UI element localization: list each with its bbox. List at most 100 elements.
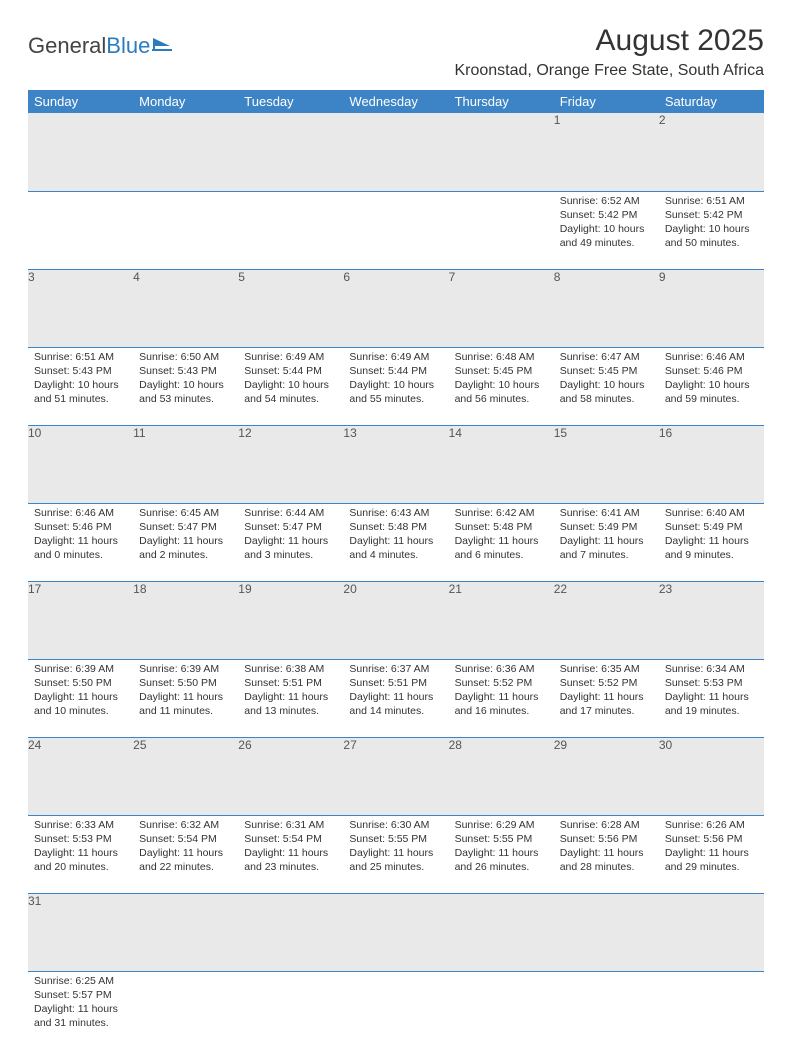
sunrise-line: Sunrise: 6:30 AM [349,818,442,832]
daylight-line: Daylight: 11 hours and 28 minutes. [560,846,653,874]
day-cell-content: Sunrise: 6:40 AMSunset: 5:49 PMDaylight:… [659,504,764,567]
day-cell [554,971,659,1049]
daylight-line: Daylight: 11 hours and 3 minutes. [244,534,337,562]
day-cell-content: Sunrise: 6:45 AMSunset: 5:47 PMDaylight:… [133,504,238,567]
day-cell: Sunrise: 6:49 AMSunset: 5:44 PMDaylight:… [238,347,343,425]
sunrise-line: Sunrise: 6:42 AM [455,506,548,520]
data-row: Sunrise: 6:39 AMSunset: 5:50 PMDaylight:… [28,659,764,737]
day-cell-content: Sunrise: 6:31 AMSunset: 5:54 PMDaylight:… [238,816,343,879]
data-row: Sunrise: 6:52 AMSunset: 5:42 PMDaylight:… [28,191,764,269]
day-number [133,893,238,971]
day-cell: Sunrise: 6:42 AMSunset: 5:48 PMDaylight:… [449,503,554,581]
day-number: 6 [343,269,448,347]
day-cell: Sunrise: 6:30 AMSunset: 5:55 PMDaylight:… [343,815,448,893]
daylight-line: Daylight: 11 hours and 19 minutes. [665,690,758,718]
sunset-line: Sunset: 5:50 PM [139,676,232,690]
day-cell: Sunrise: 6:32 AMSunset: 5:54 PMDaylight:… [133,815,238,893]
month-title: August 2025 [454,24,764,58]
sunset-line: Sunset: 5:52 PM [455,676,548,690]
day-number: 10 [28,425,133,503]
day-number [343,113,448,191]
day-number [659,893,764,971]
day-number [343,893,448,971]
day-cell: Sunrise: 6:51 AMSunset: 5:42 PMDaylight:… [659,191,764,269]
sunrise-line: Sunrise: 6:29 AM [455,818,548,832]
day-number: 23 [659,581,764,659]
page-header: GeneralBlue August 2025 Kroonstad, Orang… [28,24,764,80]
sunrise-line: Sunrise: 6:40 AM [665,506,758,520]
day-cell-content: Sunrise: 6:49 AMSunset: 5:44 PMDaylight:… [238,348,343,411]
sunset-line: Sunset: 5:56 PM [560,832,653,846]
day-number [238,893,343,971]
sunset-line: Sunset: 5:44 PM [349,364,442,378]
sunrise-line: Sunrise: 6:38 AM [244,662,337,676]
day-cell [449,971,554,1049]
day-number [133,113,238,191]
sunrise-line: Sunrise: 6:32 AM [139,818,232,832]
day-number: 15 [554,425,659,503]
day-cell: Sunrise: 6:36 AMSunset: 5:52 PMDaylight:… [449,659,554,737]
daylight-line: Daylight: 11 hours and 6 minutes. [455,534,548,562]
day-number: 28 [449,737,554,815]
daylight-line: Daylight: 11 hours and 2 minutes. [139,534,232,562]
daylight-line: Daylight: 11 hours and 10 minutes. [34,690,127,718]
day-cell: Sunrise: 6:38 AMSunset: 5:51 PMDaylight:… [238,659,343,737]
calendar-head: SundayMondayTuesdayWednesdayThursdayFrid… [28,90,764,113]
day-cell: Sunrise: 6:41 AMSunset: 5:49 PMDaylight:… [554,503,659,581]
sunset-line: Sunset: 5:55 PM [455,832,548,846]
day-cell-content: Sunrise: 6:26 AMSunset: 5:56 PMDaylight:… [659,816,764,879]
day-number: 24 [28,737,133,815]
day-cell: Sunrise: 6:39 AMSunset: 5:50 PMDaylight:… [28,659,133,737]
daylight-line: Daylight: 10 hours and 54 minutes. [244,378,337,406]
logo-text-blue: Blue [106,33,150,59]
day-cell: Sunrise: 6:33 AMSunset: 5:53 PMDaylight:… [28,815,133,893]
daylight-line: Daylight: 11 hours and 13 minutes. [244,690,337,718]
sunset-line: Sunset: 5:42 PM [665,208,758,222]
daynum-row: 24252627282930 [28,737,764,815]
daylight-line: Daylight: 11 hours and 11 minutes. [139,690,232,718]
day-cell-content: Sunrise: 6:49 AMSunset: 5:44 PMDaylight:… [343,348,448,411]
title-block: August 2025 Kroonstad, Orange Free State… [454,24,764,80]
day-cell-content: Sunrise: 6:52 AMSunset: 5:42 PMDaylight:… [554,192,659,255]
sunrise-line: Sunrise: 6:36 AM [455,662,548,676]
sunrise-line: Sunrise: 6:39 AM [139,662,232,676]
day-cell [343,971,448,1049]
sunrise-line: Sunrise: 6:52 AM [560,194,653,208]
day-header: Wednesday [343,90,448,113]
day-cell: Sunrise: 6:35 AMSunset: 5:52 PMDaylight:… [554,659,659,737]
sunrise-line: Sunrise: 6:33 AM [34,818,127,832]
daylight-line: Daylight: 11 hours and 20 minutes. [34,846,127,874]
daylight-line: Daylight: 10 hours and 53 minutes. [139,378,232,406]
sunset-line: Sunset: 5:47 PM [139,520,232,534]
day-cell: Sunrise: 6:48 AMSunset: 5:45 PMDaylight:… [449,347,554,425]
daylight-line: Daylight: 11 hours and 16 minutes. [455,690,548,718]
day-number: 29 [554,737,659,815]
sunset-line: Sunset: 5:45 PM [455,364,548,378]
daylight-line: Daylight: 11 hours and 31 minutes. [34,1002,127,1030]
day-cell: Sunrise: 6:46 AMSunset: 5:46 PMDaylight:… [28,503,133,581]
sunrise-line: Sunrise: 6:46 AM [665,350,758,364]
day-cell-content: Sunrise: 6:32 AMSunset: 5:54 PMDaylight:… [133,816,238,879]
day-number: 13 [343,425,448,503]
day-cell-content: Sunrise: 6:33 AMSunset: 5:53 PMDaylight:… [28,816,133,879]
data-row: Sunrise: 6:33 AMSunset: 5:53 PMDaylight:… [28,815,764,893]
daylight-line: Daylight: 11 hours and 7 minutes. [560,534,653,562]
day-cell: Sunrise: 6:25 AMSunset: 5:57 PMDaylight:… [28,971,133,1049]
day-header: Monday [133,90,238,113]
day-cell-content: Sunrise: 6:29 AMSunset: 5:55 PMDaylight:… [449,816,554,879]
sunrise-line: Sunrise: 6:44 AM [244,506,337,520]
day-number: 11 [133,425,238,503]
sunrise-line: Sunrise: 6:46 AM [34,506,127,520]
day-cell-content: Sunrise: 6:34 AMSunset: 5:53 PMDaylight:… [659,660,764,723]
day-cell-content: Sunrise: 6:47 AMSunset: 5:45 PMDaylight:… [554,348,659,411]
day-number [554,893,659,971]
day-number: 3 [28,269,133,347]
day-cell: Sunrise: 6:37 AMSunset: 5:51 PMDaylight:… [343,659,448,737]
sunrise-line: Sunrise: 6:50 AM [139,350,232,364]
sunset-line: Sunset: 5:54 PM [139,832,232,846]
day-number: 18 [133,581,238,659]
day-cell-content: Sunrise: 6:46 AMSunset: 5:46 PMDaylight:… [28,504,133,567]
sunset-line: Sunset: 5:47 PM [244,520,337,534]
day-number [449,113,554,191]
daynum-row: 3456789 [28,269,764,347]
